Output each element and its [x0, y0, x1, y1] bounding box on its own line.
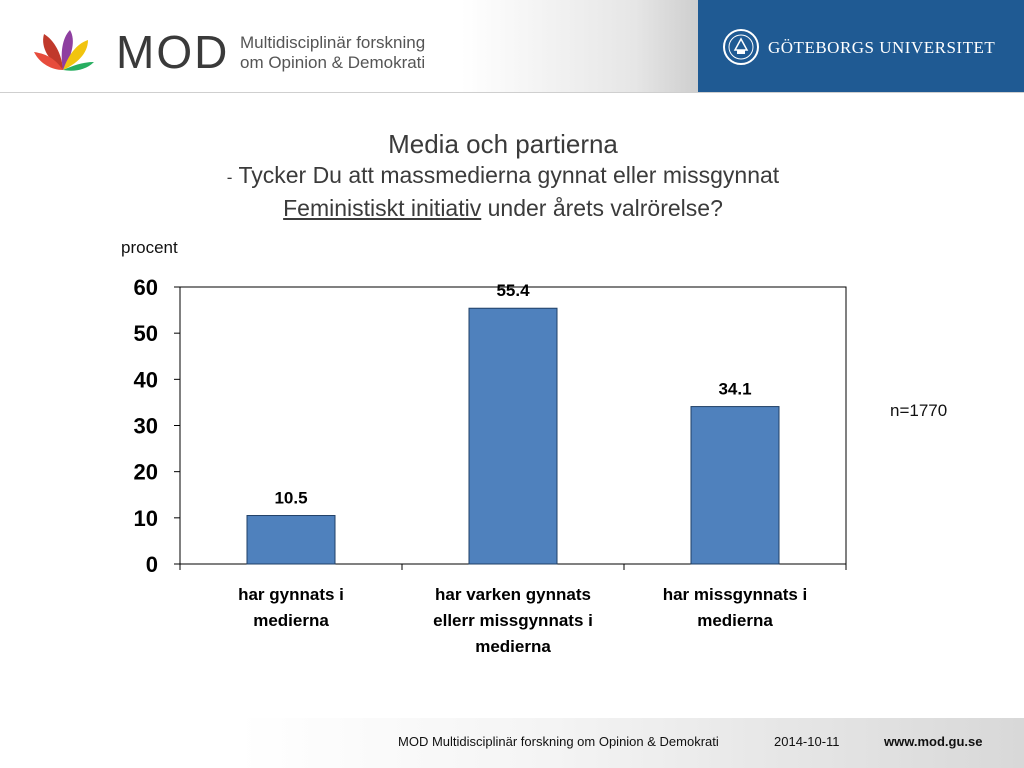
- bar: [690, 406, 780, 565]
- y-tick-label: 0: [146, 552, 158, 577]
- data-label: 34.1: [718, 380, 751, 399]
- x-tick-label: har varken gynnats: [435, 585, 591, 604]
- brand-subtitle-line2: om Opinion & Demokrati: [240, 53, 426, 72]
- x-tick-label: har gynnats i: [238, 585, 344, 604]
- data-label: 55.4: [496, 281, 530, 300]
- brand-subtitle-line1: Multidisciplinär forskning: [240, 33, 426, 52]
- y-tick-label: 60: [134, 275, 158, 300]
- bar: [246, 515, 336, 565]
- x-tick-label: medierna: [697, 611, 773, 630]
- bar: [468, 307, 558, 565]
- y-tick-label: 50: [134, 321, 158, 346]
- title-line2: - Tycker Du att massmedierna gynnat elle…: [0, 160, 1006, 193]
- university-panel: [698, 0, 1024, 92]
- university-seal-icon: [723, 29, 759, 65]
- x-tick-label: medierna: [253, 611, 329, 630]
- chart-title: Media och partierna - Tycker Du att mass…: [0, 128, 1006, 223]
- y-tick-label: 40: [134, 367, 158, 392]
- title-dash: -: [226, 168, 233, 187]
- footer-url[interactable]: www.mod.gu.se: [884, 734, 983, 749]
- university-name: GÖTEBORGS UNIVERSITET: [768, 38, 996, 57]
- footer-date: 2014-10-11: [774, 734, 840, 749]
- y-axis-label: procent: [121, 238, 178, 257]
- title-question: Tycker Du att massmedierna gynnat eller …: [238, 162, 780, 188]
- title-line1: Media och partierna: [388, 129, 618, 159]
- title-line3-rest: under årets valrörelse?: [487, 195, 723, 221]
- y-tick-label: 10: [134, 506, 158, 531]
- footer-bar: [238, 718, 1024, 768]
- x-tick-label: har missgynnats i: [663, 585, 808, 604]
- x-tick-label: ellerr missgynnats i: [433, 611, 593, 630]
- x-tick-label: medierna: [475, 637, 551, 656]
- brand-word: MOD: [116, 26, 230, 78]
- y-tick-label: 30: [134, 414, 158, 439]
- y-tick-label: 20: [134, 460, 158, 485]
- mod-flower-logo-icon: [34, 30, 94, 71]
- title-line3: Feministiskt initiativ under årets valrö…: [0, 193, 1006, 223]
- data-label: 10.5: [274, 489, 307, 508]
- footer-org: MOD Multidisciplinär forskning om Opinio…: [398, 734, 719, 749]
- brand-subtitle: Multidisciplinär forskning om Opinion & …: [240, 33, 425, 73]
- sample-size-note: n=1770: [890, 401, 948, 420]
- party-name: Feministiskt initiativ: [283, 195, 482, 221]
